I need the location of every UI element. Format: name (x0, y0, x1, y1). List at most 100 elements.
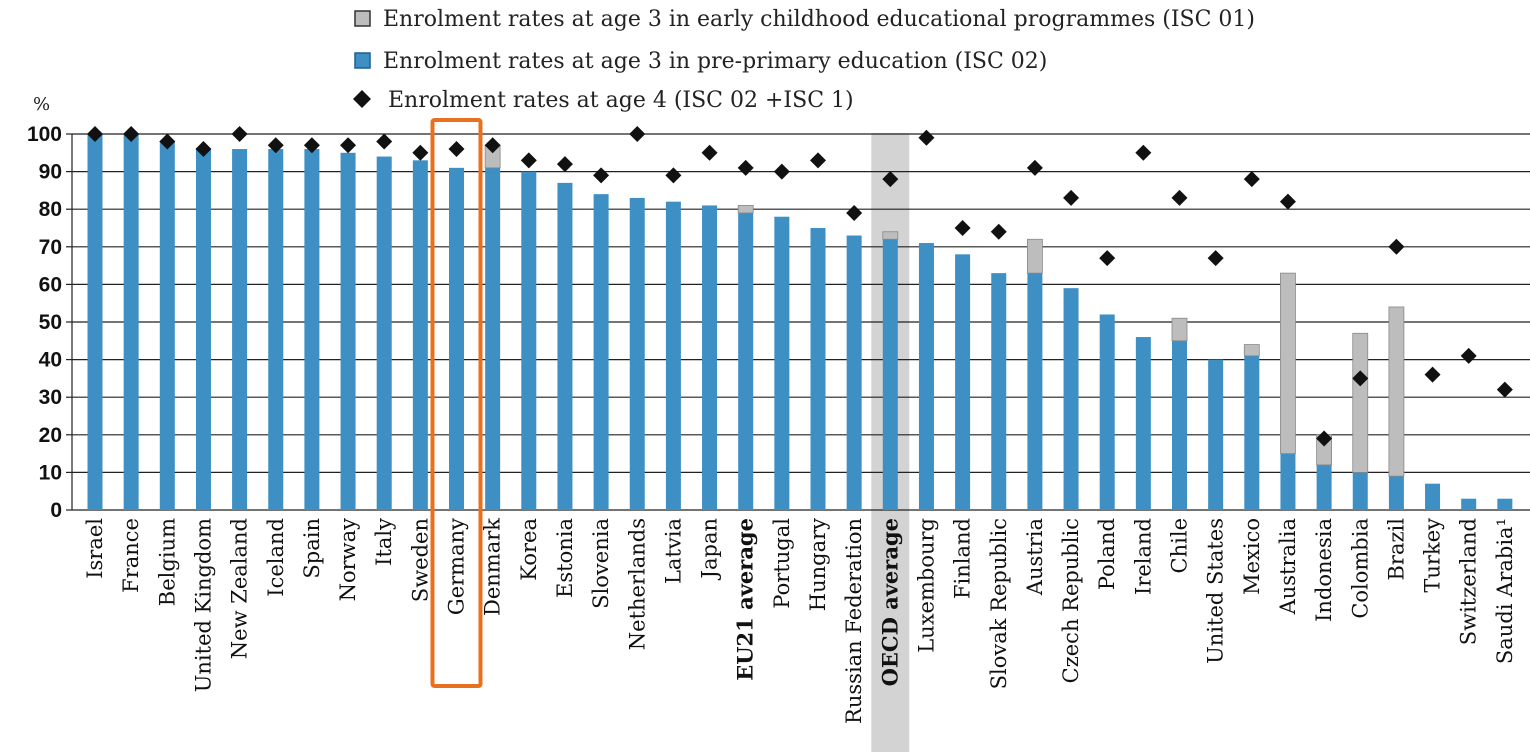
category-labels: Israel France Belgium United Kingdom New Zea… (83, 118, 1517, 724)
marker-age4-31 (1207, 250, 1224, 267)
marker-age4-14 (593, 167, 610, 184)
bar-isc02-32 (1244, 355, 1260, 510)
marker-age4-16 (665, 167, 682, 184)
bar-isc02-18 (738, 212, 754, 510)
bar-isc02-3 (195, 149, 211, 511)
marker-age4-8 (376, 133, 393, 150)
marker-age4-17 (701, 144, 718, 161)
bar-isc02-27 (1063, 288, 1079, 510)
marker-age4-2 (159, 133, 176, 150)
marker-age4-5 (267, 137, 284, 154)
marker-age4-27 (1063, 189, 1080, 206)
category-label-20: Hungary (806, 518, 830, 611)
category-label-23: Luxembourg (914, 518, 938, 653)
legend-item-age4: Enrolment rates at age 4 (ISC 02 +ISC 1) (353, 88, 854, 113)
legend: Enrolment rates at age 3 in early childh… (353, 7, 1255, 113)
marker-age4-23 (918, 129, 935, 146)
marker-age4-34 (1316, 430, 1333, 447)
category-label-21: Russian Federation (842, 518, 866, 724)
legend-label-age4: Enrolment rates at age 4 (ISC 02 +ISC 1) (388, 88, 854, 113)
marker-age4-11 (484, 137, 501, 154)
category-label-14: Slovenia (589, 518, 613, 609)
bar-isc02-33 (1280, 453, 1296, 510)
y-tick-label-70: 70 (39, 236, 62, 259)
category-label-22: OECD average (877, 518, 902, 686)
y-tick-label-100: 100 (27, 123, 62, 146)
y-tick-label-60: 60 (39, 273, 62, 296)
legend-item-isc01: Enrolment rates at age 3 in early childh… (354, 7, 1255, 32)
bar-isc02-17 (702, 205, 718, 510)
legend-swatch-isc02 (354, 52, 371, 69)
bar-isc02-28 (1099, 314, 1115, 510)
marker-age4-3 (195, 141, 212, 158)
category-label-10: Germany (445, 518, 469, 615)
y-tick-label-10: 10 (39, 461, 62, 484)
bar-isc01-33 (1280, 272, 1296, 454)
category-label-36: Brazil (1384, 518, 1408, 581)
y-tick-label-50: 50 (39, 311, 62, 334)
legend-label-isc02: Enrolment rates at age 3 in pre-primary … (383, 49, 1047, 74)
y-tick-label-20: 20 (39, 424, 62, 447)
bar-isc02-14 (593, 194, 609, 510)
legend-item-isc02: Enrolment rates at age 3 in pre-primary … (354, 49, 1047, 74)
bar-isc02-20 (810, 228, 826, 510)
legend-swatch-isc01 (354, 10, 371, 27)
marker-age4-35 (1352, 370, 1369, 387)
marker-age4-13 (556, 156, 573, 173)
category-label-25: Slovak Republic (987, 518, 1011, 689)
bar-isc01-35 (1352, 332, 1369, 473)
marker-age4-30 (1171, 189, 1188, 206)
bar-isc02-31 (1208, 359, 1224, 510)
category-label-19: Portugal (770, 518, 794, 609)
marker-age4-29 (1135, 144, 1152, 161)
bars (87, 134, 1513, 511)
bar-isc02-11 (485, 167, 501, 510)
bar-isc01-32 (1243, 344, 1260, 357)
category-label-24: Finland (951, 518, 975, 599)
bar-isc02-38 (1461, 498, 1477, 510)
bar-isc02-30 (1172, 340, 1187, 510)
category-label-9: Sweden (408, 518, 432, 602)
bar-isc02-1 (123, 134, 139, 510)
y-tick-label-0: 0 (50, 499, 62, 522)
y-tick-label-80: 80 (39, 198, 62, 221)
marker-age4-25 (990, 223, 1007, 240)
marker-age4-21 (846, 204, 863, 221)
category-label-4: New Zealand (228, 518, 252, 659)
gridlines (72, 133, 1530, 511)
category-label-38: Switzerland (1457, 518, 1481, 645)
category-label-30: Chile (1168, 518, 1192, 573)
category-label-5: Iceland (264, 518, 288, 597)
marker-age4-38 (1460, 347, 1477, 364)
category-label-17: Japan (698, 518, 722, 580)
marker-age4-10 (448, 141, 465, 158)
bar-isc02-2 (159, 141, 175, 510)
bar-isc01-36 (1388, 306, 1405, 477)
category-label-3: United Kingdom (191, 518, 215, 692)
category-label-29: Ireland (1131, 518, 1155, 595)
bar-isc02-12 (521, 171, 537, 510)
category-label-8: Italy (372, 518, 396, 566)
bar-isc02-15 (629, 197, 645, 511)
category-label-31: United States (1204, 518, 1228, 664)
legend-diamond-icon (353, 90, 371, 108)
bar-isc01-26 (1027, 238, 1043, 274)
marker-age4-7 (340, 137, 357, 154)
bar-isc02-25 (991, 273, 1007, 510)
y-tick-label-40: 40 (39, 349, 62, 372)
marker-age4-0 (87, 126, 103, 142)
category-label-6: Spain (300, 518, 324, 579)
category-label-13: Estonia (553, 518, 577, 598)
bar-isc02-36 (1388, 476, 1404, 510)
marker-age4-22 (882, 171, 899, 188)
bar-isc01-30 (1171, 317, 1188, 342)
category-label-27: Czech Republic (1059, 518, 1083, 683)
y-tick-label-30: 30 (39, 386, 62, 409)
bar-isc02-8 (376, 156, 392, 510)
category-label-0: Israel (83, 518, 107, 579)
bar-isc02-22 (882, 239, 898, 510)
bar-isc02-7 (340, 152, 356, 511)
marker-age4-37 (1424, 366, 1441, 383)
marker-age4-20 (810, 152, 826, 169)
marker-age4-36 (1388, 238, 1405, 255)
